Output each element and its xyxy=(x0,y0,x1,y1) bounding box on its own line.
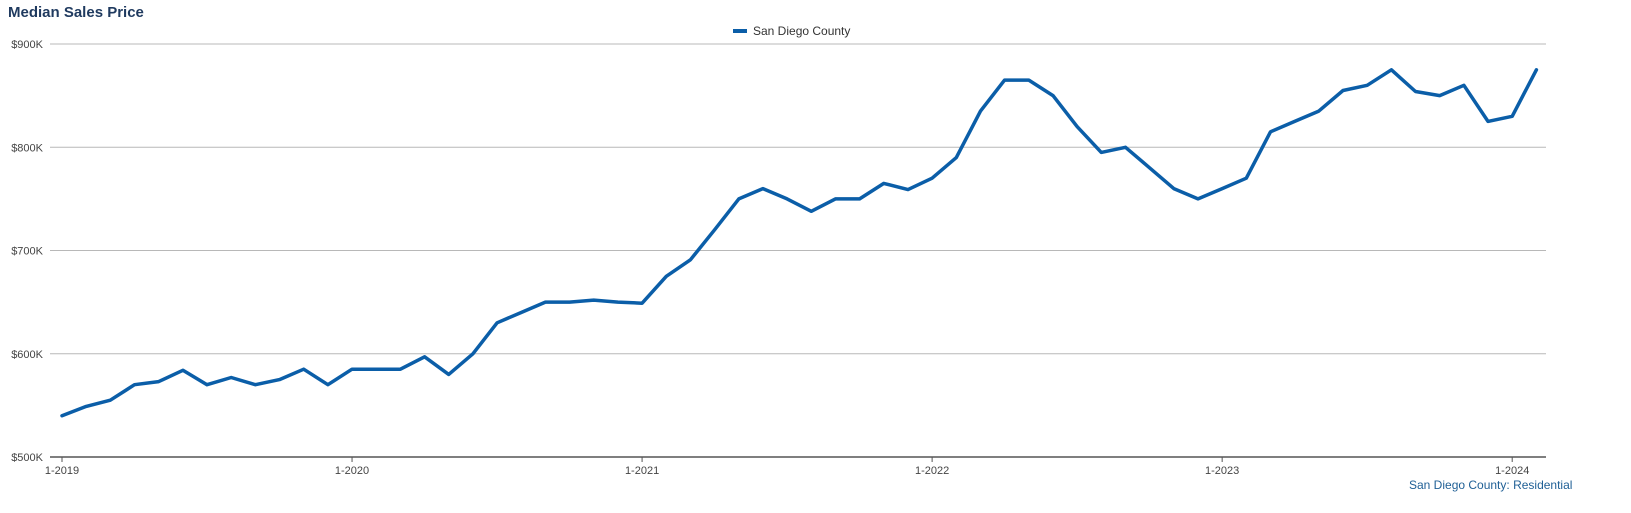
data-point[interactable] xyxy=(1291,117,1299,125)
data-point[interactable] xyxy=(590,296,598,304)
data-point[interactable] xyxy=(614,298,622,306)
y-tick-label: $600K xyxy=(11,349,43,361)
x-tick-label: 1-2020 xyxy=(335,465,369,477)
data-point[interactable] xyxy=(227,374,235,382)
legend[interactable]: San Diego County xyxy=(733,24,850,38)
data-point[interactable] xyxy=(1339,87,1347,95)
data-point[interactable] xyxy=(1363,81,1371,89)
data-point[interactable] xyxy=(1315,107,1323,115)
data-point[interactable] xyxy=(1267,128,1275,136)
axes: $500K $600K $700K $800K $900K 1-2019 1-2020 1-2… xyxy=(11,39,1546,477)
data-point[interactable] xyxy=(1025,76,1033,84)
data-point[interactable] xyxy=(1049,92,1057,100)
data-point[interactable] xyxy=(759,185,767,193)
y-tick-label: $500K xyxy=(11,452,43,464)
data-point[interactable] xyxy=(662,272,670,280)
data-point[interactable] xyxy=(1412,88,1420,96)
y-tick-label: $700K xyxy=(11,246,43,258)
data-point[interactable] xyxy=(783,195,791,203)
data-point[interactable] xyxy=(421,353,429,361)
data-point[interactable] xyxy=(179,366,187,374)
data-point[interactable] xyxy=(735,195,743,203)
series-layer xyxy=(58,66,1540,420)
chart-title: Median Sales Price xyxy=(8,4,144,21)
data-point[interactable] xyxy=(904,186,912,194)
data-point[interactable] xyxy=(686,256,694,264)
data-point[interactable] xyxy=(856,195,864,203)
data-point[interactable] xyxy=(831,195,839,203)
data-point[interactable] xyxy=(1194,195,1202,203)
data-point[interactable] xyxy=(251,381,259,389)
x-tick-label: 1-2023 xyxy=(1205,465,1239,477)
data-point[interactable] xyxy=(566,298,574,306)
data-point[interactable] xyxy=(324,381,332,389)
data-point[interactable] xyxy=(276,376,284,384)
data-point[interactable] xyxy=(1387,66,1395,74)
data-point[interactable] xyxy=(1532,66,1540,74)
data-point[interactable] xyxy=(1146,164,1154,172)
data-point[interactable] xyxy=(58,412,66,420)
data-point[interactable] xyxy=(1218,185,1226,193)
gridlines xyxy=(50,43,1546,355)
legend-swatch xyxy=(733,29,747,33)
data-point[interactable] xyxy=(952,154,960,162)
data-point[interactable] xyxy=(348,365,356,373)
data-point[interactable] xyxy=(106,396,114,404)
data-point[interactable] xyxy=(493,319,501,327)
x-tick-label: 1-2021 xyxy=(625,465,659,477)
data-point[interactable] xyxy=(1508,112,1516,120)
data-point[interactable] xyxy=(1001,76,1009,84)
legend-label: San Diego County xyxy=(753,24,851,38)
x-tick-label: 1-2024 xyxy=(1495,465,1529,477)
data-point[interactable] xyxy=(469,350,477,358)
data-point[interactable] xyxy=(82,402,90,410)
data-point[interactable] xyxy=(1122,143,1130,151)
data-point[interactable] xyxy=(155,378,163,386)
data-point[interactable] xyxy=(131,381,139,389)
y-tick-label: $900K xyxy=(11,39,43,51)
data-point[interactable] xyxy=(372,365,380,373)
data-point[interactable] xyxy=(300,365,308,373)
data-point[interactable] xyxy=(1460,81,1468,89)
data-point[interactable] xyxy=(1436,92,1444,100)
x-tick-label: 1-2019 xyxy=(45,465,79,477)
data-point[interactable] xyxy=(711,226,719,234)
data-point[interactable] xyxy=(977,107,985,115)
data-point[interactable] xyxy=(1170,185,1178,193)
data-point[interactable] xyxy=(1242,174,1250,182)
data-point[interactable] xyxy=(203,381,211,389)
source-note: San Diego County: Residential xyxy=(1409,478,1573,492)
x-tick-label: 1-2022 xyxy=(915,465,949,477)
data-point[interactable] xyxy=(880,179,888,187)
series-line-san-diego-county[interactable] xyxy=(60,68,1539,418)
data-point[interactable] xyxy=(396,365,404,373)
data-point[interactable] xyxy=(517,309,525,317)
y-tick-label: $800K xyxy=(11,142,43,154)
data-point[interactable] xyxy=(928,174,936,182)
data-point[interactable] xyxy=(1484,117,1492,125)
data-point[interactable] xyxy=(1073,123,1081,131)
data-point[interactable] xyxy=(1097,148,1105,156)
data-point[interactable] xyxy=(638,299,646,307)
data-point[interactable] xyxy=(541,298,549,306)
data-point[interactable] xyxy=(807,207,815,215)
data-point[interactable] xyxy=(445,370,453,378)
